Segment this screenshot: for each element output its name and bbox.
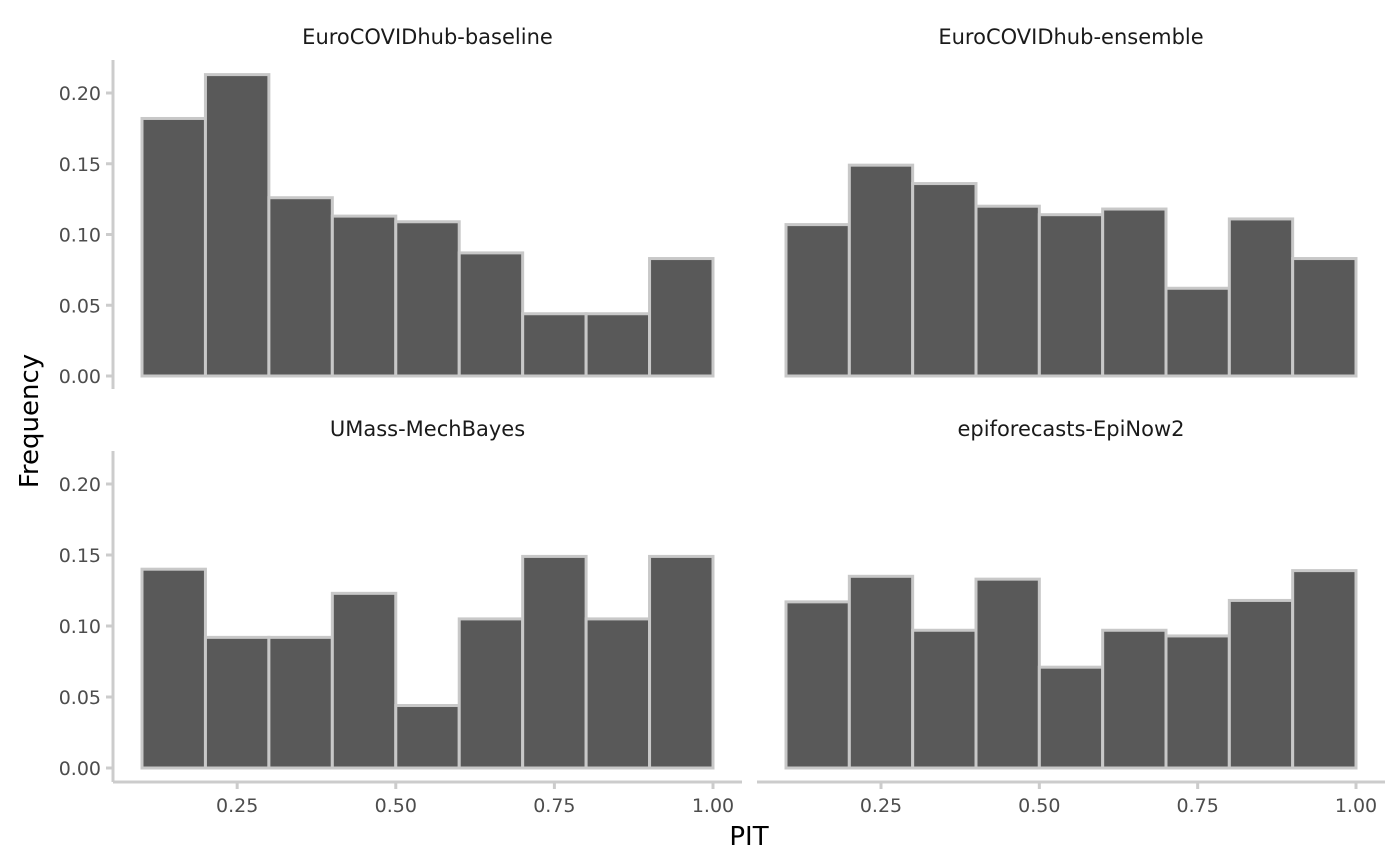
facet-3-x-tick-label-1: 0.25 [216, 795, 258, 817]
facet-1-y-tick-label-1: 0.00 [59, 366, 101, 388]
facet-2-bar-4 [974, 204, 1041, 378]
facet-4-bar-8 [1227, 598, 1295, 770]
facet-2-title: EuroCOVIDhub-ensemble [938, 25, 1203, 49]
facet-3-bar-6 [457, 617, 525, 770]
facet-1-y-tick-label-3: 0.10 [59, 225, 101, 247]
facet-3-y-tick-label-3: 0.10 [59, 616, 101, 638]
facet-3-bar-4 [330, 591, 398, 770]
facet-2-bar-7 [1164, 286, 1231, 378]
facet-2-bar-3 [911, 182, 978, 378]
facet-2-bar-1 [784, 223, 851, 378]
facet-2-bar-2 [847, 163, 915, 378]
x-axis-title: PIT [729, 822, 768, 852]
facet-1-bar-5 [394, 220, 461, 378]
facet-3-bar-3 [267, 635, 334, 770]
facet-1-bar-1 [140, 116, 207, 378]
facet-4-x-tick-label-4: 1.00 [1335, 795, 1377, 817]
facet-4-bar-7 [1164, 634, 1231, 770]
facet-3-bar-7 [521, 554, 588, 770]
facet-1-bar-2 [203, 73, 271, 378]
facet-2-bar-8 [1227, 217, 1295, 378]
facet-3-bar-5 [394, 704, 461, 770]
facet-2-bar-9 [1291, 257, 1358, 378]
facet-3-bar-8 [584, 617, 652, 770]
facet-3-bar-1 [140, 567, 207, 770]
facet-1-bar-3 [267, 196, 334, 378]
facet-4-bar-2 [847, 574, 915, 770]
facet-1-bar-7 [521, 312, 588, 378]
facet-1-bar-4 [330, 214, 398, 378]
facet-3-x-tick-label-2: 0.50 [375, 795, 417, 817]
facet-3-bar-9 [648, 554, 715, 770]
facet-4-bar-6 [1101, 628, 1168, 770]
facet-4-bar-3 [911, 628, 978, 770]
facet-2-bar-6 [1101, 207, 1168, 378]
facet-3-y-tick-label-4: 0.15 [59, 545, 101, 567]
facet-3-y-tick-label-2: 0.05 [59, 687, 101, 709]
facet-1-bar-9 [648, 257, 715, 378]
facet-1-y-tick-label-4: 0.15 [59, 154, 101, 176]
y-axis-title: Frequency [15, 354, 45, 488]
facet-1-bar-6 [457, 251, 525, 378]
facet-3-title: UMass-MechBayes [330, 417, 525, 441]
facet-3-x-tick-label-3: 0.75 [533, 795, 575, 817]
facet-1-y-tick-label-2: 0.05 [59, 295, 101, 317]
facet-1-title: EuroCOVIDhub-baseline [302, 25, 553, 49]
facet-4-bar-9 [1291, 569, 1358, 770]
facet-4-x-tick-label-3: 0.75 [1177, 795, 1219, 817]
facet-4-x-tick-label-1: 0.25 [860, 795, 902, 817]
facet-4-bar-4 [974, 577, 1041, 770]
facet-3-y-tick-label-1: 0.00 [59, 758, 101, 780]
facet-1-bar-8 [584, 312, 652, 378]
facet-3-y-tick-label-5: 0.20 [59, 474, 101, 496]
facet-2-bar-5 [1037, 213, 1105, 378]
facet-4-x-tick-label-2: 0.50 [1018, 795, 1060, 817]
facet-1-y-tick-label-5: 0.20 [59, 83, 101, 105]
facet-3-x-tick-label-4: 1.00 [692, 795, 734, 817]
facet-4-title: epiforecasts-EpiNow2 [957, 417, 1184, 441]
facet-3-bar-2 [203, 635, 271, 770]
facet-4-bar-5 [1037, 665, 1105, 770]
facet-4-bar-1 [784, 600, 851, 770]
